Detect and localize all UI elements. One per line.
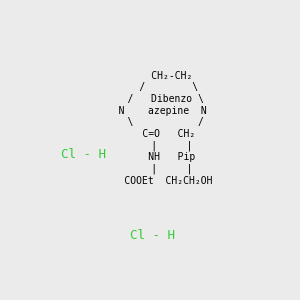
- Text: Cl - H: Cl - H: [130, 229, 176, 242]
- Text: CH₂-CH₂
     /        \
    /   Dibenzo \
   N    azepine  N
    \           /
 : CH₂-CH₂ / \ / Dibenzo \ N azepine N \ /: [95, 71, 212, 186]
- Text: Cl - H: Cl - H: [61, 148, 106, 161]
